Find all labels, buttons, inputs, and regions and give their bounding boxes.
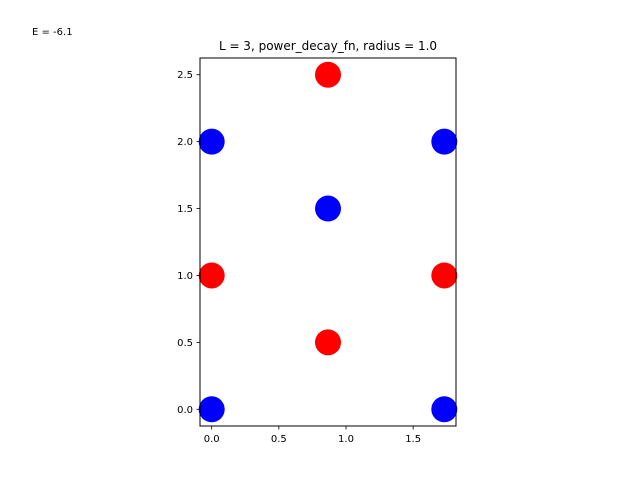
chart-title: L = 3, power_decay_fn, radius = 1.0 <box>219 39 437 53</box>
data-point-s0-1 <box>431 396 458 423</box>
data-point-s0-4 <box>431 128 458 155</box>
x-tick-label: 1.5 <box>405 434 421 445</box>
data-point-s1-2 <box>431 262 458 289</box>
x-tick-label: 0.0 <box>204 434 220 445</box>
plot-frame <box>199 57 457 427</box>
data-point-s0-2 <box>315 195 341 222</box>
y-tick-label: 0.5 <box>177 338 193 349</box>
x-axis: 0.0 0.5 1.0 1.5 <box>204 426 421 445</box>
y-axis: 0.0 0.5 1.0 1.5 2.0 2.5 <box>177 70 200 416</box>
points-layer <box>198 61 458 423</box>
data-point-s0-0 <box>198 396 225 423</box>
data-point-s0-3 <box>198 128 225 155</box>
y-tick-label: 2.5 <box>177 70 193 81</box>
data-point-s1-3 <box>315 61 341 88</box>
x-tick-label: 1.0 <box>338 434 354 445</box>
energy-annotation: E = -6.1 <box>32 27 73 38</box>
y-tick-label: 1.0 <box>177 271 193 282</box>
data-point-s1-1 <box>198 262 225 289</box>
data-point-s1-0 <box>315 329 341 356</box>
y-tick-label: 2.0 <box>177 137 193 148</box>
y-tick-label: 1.5 <box>177 204 193 215</box>
y-tick-label: 0.0 <box>177 405 193 416</box>
x-tick-label: 0.5 <box>271 434 287 445</box>
